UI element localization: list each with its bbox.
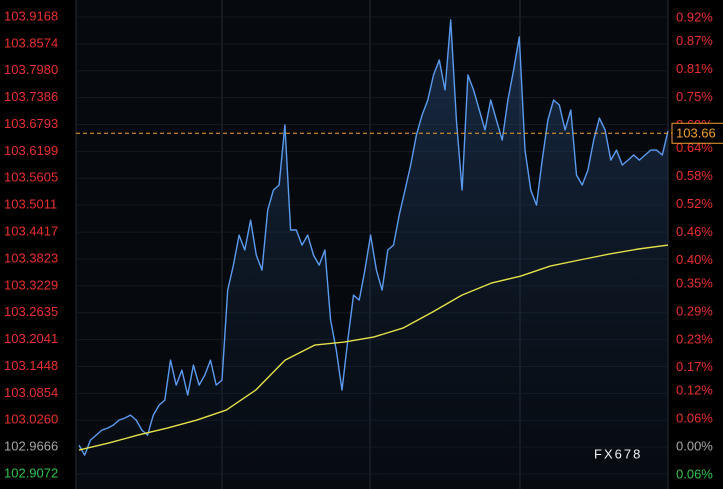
y2-tick-label: 0.58% bbox=[676, 168, 713, 183]
y-tick-label: 102.9666 bbox=[4, 439, 58, 454]
y-tick-label: 103.8574 bbox=[4, 35, 58, 50]
y2-tick-label: 0.75% bbox=[676, 89, 713, 104]
axis-labels: 103.9168 103.8574 103.7980 103.7386 103.6793… bbox=[4, 8, 713, 481]
y2-tick-label: 0.29% bbox=[676, 303, 713, 318]
y-tick-label: 103.0854 bbox=[4, 385, 58, 400]
y-tick-label: 103.2041 bbox=[4, 331, 58, 346]
y2-tick-label: 0.46% bbox=[676, 224, 713, 239]
y2-tick-label: 0.06% bbox=[676, 411, 713, 426]
y2-tick-label: 0.64% bbox=[676, 140, 713, 155]
y-tick-label: 103.3229 bbox=[4, 277, 58, 292]
line bbox=[78, 19, 669, 456]
y-tick-label: 103.6199 bbox=[4, 143, 58, 158]
y2-tick-label: 0.00% bbox=[676, 438, 713, 453]
last-price-box bbox=[671, 122, 723, 144]
watermark: FX678 bbox=[594, 446, 642, 461]
y2-tick-label: 0.81% bbox=[676, 61, 713, 76]
y-tick-label: 103.3823 bbox=[4, 250, 58, 265]
y-tick-label: 103.6793 bbox=[4, 116, 58, 131]
y2-tick-label: 0.40% bbox=[676, 252, 713, 267]
y-tick-label: 103.5605 bbox=[4, 170, 58, 185]
y-tick-label: 103.5011 bbox=[4, 197, 57, 212]
y2-tick-label: 0.52% bbox=[676, 196, 713, 211]
y2-tick-label: 0.23% bbox=[676, 331, 713, 346]
y-tick-label: 103.2635 bbox=[4, 304, 58, 319]
last-price-label: 103.66 bbox=[676, 126, 716, 141]
y-tick-label: 103.7386 bbox=[4, 89, 58, 104]
y2-tick-label: 0.06% bbox=[676, 466, 713, 481]
marks bbox=[78, 19, 669, 489]
y-tick-label: 103.7980 bbox=[4, 62, 58, 77]
overlay: 103.66 FX678 bbox=[76, 122, 723, 461]
y2-tick-label: 0.92% bbox=[676, 10, 713, 25]
y2-tick-label: 0.87% bbox=[676, 33, 713, 48]
y-tick-label: 103.0260 bbox=[4, 412, 58, 427]
y-tick-label: 102.9072 bbox=[4, 465, 58, 480]
y2-tick-label: 0.17% bbox=[676, 359, 713, 374]
y2-tick-label: 0.12% bbox=[676, 383, 713, 398]
y-tick-label: 103.9168 bbox=[4, 8, 58, 23]
y-tick-label: 103.1448 bbox=[4, 358, 58, 373]
y2-tick-label: 0.35% bbox=[676, 275, 713, 290]
line bbox=[78, 244, 669, 451]
y-tick-label: 103.4417 bbox=[4, 224, 58, 239]
